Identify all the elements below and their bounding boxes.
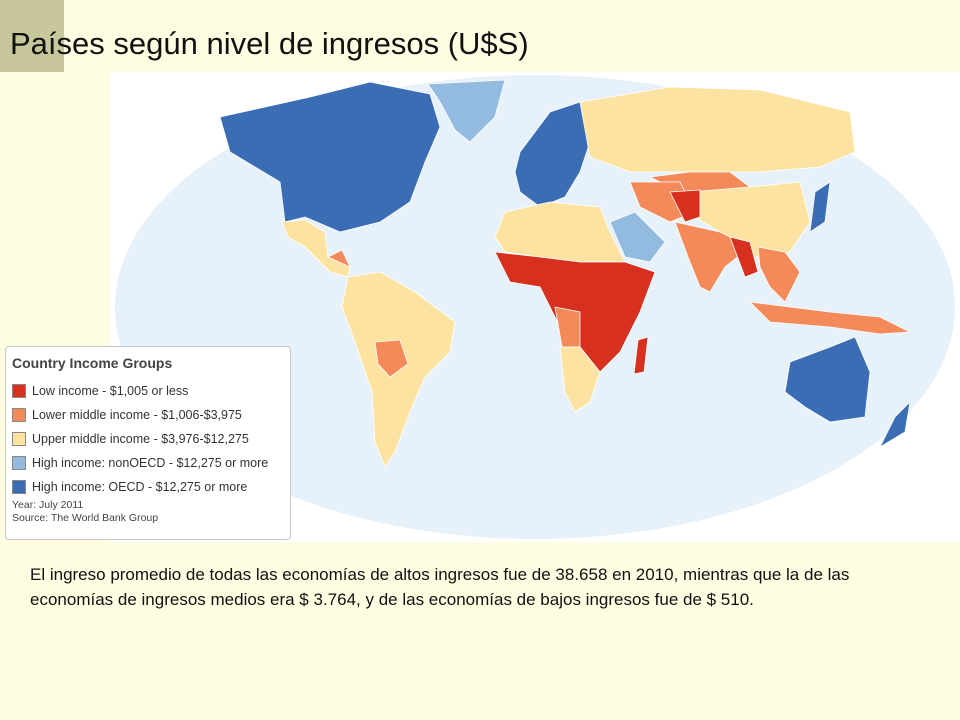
north-america (219, 81, 441, 233)
legend-swatch (12, 384, 26, 398)
indonesia (748, 301, 912, 335)
legend-label: Lower middle income - $1,006-$3,975 (32, 408, 242, 422)
japan-korea (809, 181, 831, 233)
russia (579, 86, 856, 173)
arabia (609, 211, 666, 263)
legend-label: Low income - $1,005 or less (32, 384, 189, 398)
legend-year: Year: July 2011 (12, 499, 84, 511)
mexico-central-america (281, 219, 351, 278)
myanmar-bangladesh (729, 236, 759, 278)
legend: Country Income Groups Low income - $1,00… (5, 346, 291, 540)
legend-label: High income: nonOECD - $12,275 or more (32, 456, 269, 470)
legend-title: Country Income Groups (12, 355, 173, 371)
southeast-asia (757, 246, 801, 303)
legend-source: Source: The World Bank Group (12, 512, 159, 524)
europe (514, 101, 591, 208)
legend-item: High income: nonOECD - $12,275 or more (12, 451, 284, 475)
legend-swatch (12, 456, 26, 470)
legend-label: High income: OECD - $12,275 or more (32, 480, 248, 494)
greenland (427, 79, 506, 143)
australia (784, 336, 871, 423)
legend-swatch (12, 408, 26, 422)
legend-item: Upper middle income - $3,976-$12,275 (12, 427, 284, 451)
corner-block (0, 0, 64, 72)
title: Países según nivel de ingresos (U$S) (10, 26, 529, 61)
central-america-lower (327, 249, 351, 268)
legend-swatch (12, 480, 26, 494)
legend-item: High income: OECD - $12,275 or more (12, 475, 284, 499)
legend-swatch (12, 432, 26, 446)
legend-item: Low income - $1,005 or less (12, 379, 284, 403)
southern-africa (559, 346, 601, 413)
legend-label: Upper middle income - $3,976-$12,275 (32, 432, 249, 446)
body-text: El ingreso promedio de todas las economí… (30, 565, 850, 609)
china (689, 181, 811, 258)
afghanistan (669, 189, 701, 223)
new-zealand (879, 400, 911, 449)
bolivia (374, 339, 409, 378)
world-map (110, 72, 960, 542)
legend-item: Lower middle income - $1,006-$3,975 (12, 403, 284, 427)
legend-items: Low income - $1,005 or less Lower middle … (12, 379, 284, 499)
madagascar (633, 336, 649, 375)
